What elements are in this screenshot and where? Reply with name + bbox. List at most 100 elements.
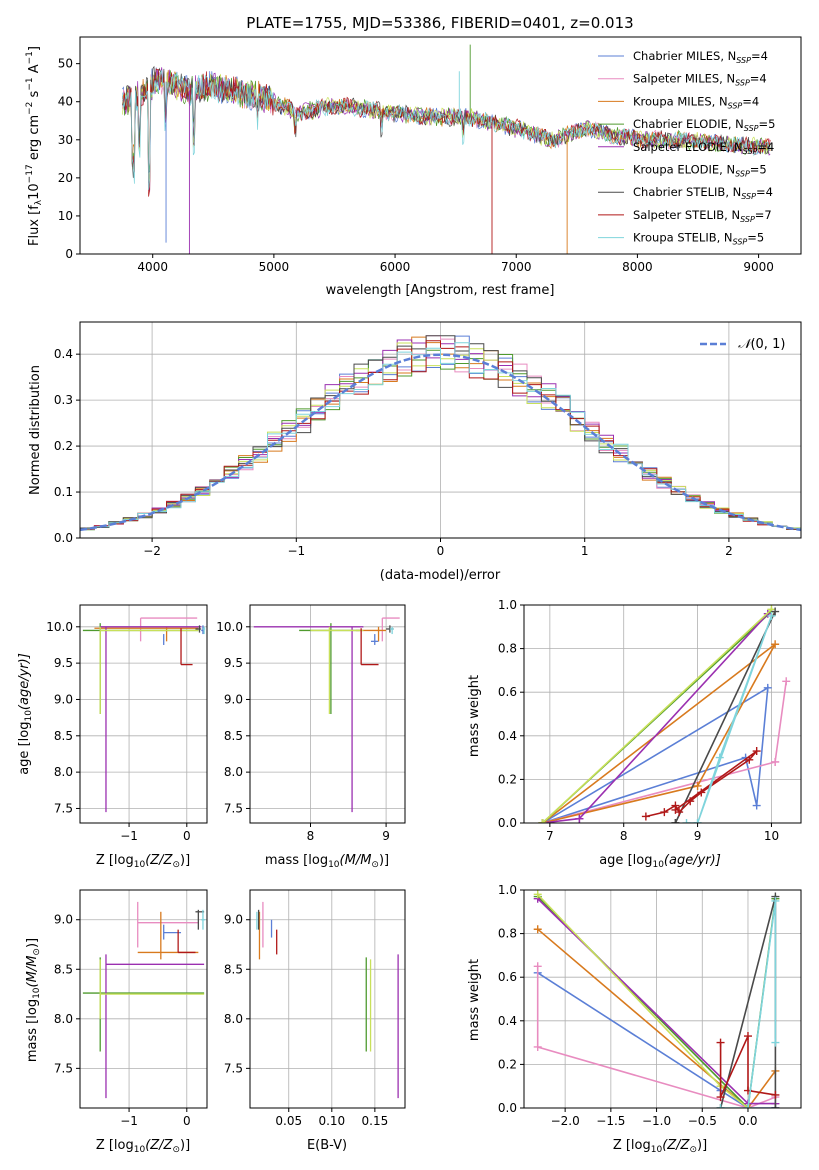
x-tick-label: −1.5: [596, 1114, 625, 1128]
x-tick-label: 0: [183, 1114, 191, 1128]
x-tick-label: 0.10: [318, 1114, 345, 1128]
gridlines: [524, 604, 801, 824]
x-tick-label: −1: [120, 829, 138, 843]
y-tick-label: 9.0: [224, 913, 243, 927]
mass-vs-metallicity-ylabel: mass [log10(M/M⊙)]: [25, 938, 42, 1062]
axes-frame: [249, 604, 406, 824]
y-tick-label: 0.8: [498, 927, 517, 941]
y-tick-label: 20: [58, 171, 73, 185]
y-tick-label: 7.5: [224, 1061, 243, 1075]
axes-frame: [249, 889, 406, 1109]
data-layer: [82, 901, 206, 1099]
y-tick-label: 10: [58, 209, 73, 223]
weight-vs-metallicity-panel: −2.0 −1.5 −1.0 −0.5 0.0 0.0 0.2 0.4 0.6 0.8 1.0 Z …: [467, 883, 802, 1155]
x-tick-label: 9: [382, 829, 390, 843]
data-layer: [256, 901, 399, 1099]
weight-marker: [693, 819, 702, 823]
gaussian-legend-label: 𝒩(0, 1): [738, 337, 785, 352]
x-tick-label: 9: [694, 829, 702, 843]
data-layer: [122, 44, 771, 254]
weight-marker: [641, 812, 650, 821]
y-tick-label: 0.2: [498, 1057, 517, 1071]
spectrum-legend: Chabrier MILES, NSSP=4 Salpeter MILES, NS…: [598, 49, 775, 247]
legend-label: Kroupa STELIB, NSSP=5: [633, 231, 764, 247]
legend-label: Chabrier MILES, NSSP=4: [633, 49, 768, 65]
axes: 4000 5000 6000 7000 8000 9000 0 10 20 30 40 50: [58, 36, 802, 274]
legend-label: Salpeter STELIB, NSSP=7: [633, 208, 772, 224]
weight-marker: [671, 819, 680, 823]
weight-line: [537, 972, 776, 1108]
y-tick-label: 9.0: [224, 692, 243, 706]
axes-frame: [79, 889, 208, 1109]
weight-marker: [682, 819, 691, 823]
data-layer: [80, 335, 801, 532]
weight-marker: [716, 1093, 725, 1102]
weight-marker: [752, 747, 761, 756]
mass-vs-metallicity-plot-area: −1 0 7.5 8.0 8.5 9.0: [54, 889, 208, 1128]
axes-frame: [523, 889, 802, 1109]
x-tick-label: 1: [581, 544, 589, 558]
age-vs-metallicity-ylabel: age [log10(age/yr)]: [17, 653, 34, 775]
y-tick-label: 8.5: [224, 729, 243, 743]
y-tick-label: 1.0: [498, 883, 517, 897]
weight-vs-metallicity-xlabel: Z [log10(Z/Z⊙)]: [613, 1138, 707, 1155]
y-tick-label: 10.0: [216, 620, 243, 634]
legend-label: Chabrier ELODIE, NSSP=5: [633, 117, 775, 133]
mass-vs-extinction-plot-area: 0.05 0.10 0.15 7.5 8.0 8.5 9.0: [224, 889, 406, 1128]
weight-marker: [533, 925, 542, 934]
y-tick-label: 8.5: [54, 962, 73, 976]
x-tick-label: 7: [546, 829, 554, 843]
y-tick-label: 0.1: [54, 485, 73, 499]
x-tick-label: 4000: [137, 260, 168, 274]
y-tick-label: 0.6: [498, 970, 517, 984]
x-tick-label: 2: [725, 544, 733, 558]
y-tick-label: 8.5: [54, 729, 73, 743]
weight-marker: [716, 1104, 725, 1108]
y-tick-label: 9.5: [224, 656, 243, 670]
weight-line: [674, 611, 776, 823]
mass-vs-extinction-xlabel: E(B-V): [307, 1138, 347, 1153]
axes: 7 8 9 10 0.0 0.2 0.4 0.6 0.8 1.0: [498, 598, 802, 843]
age-vs-metallicity-plot-area: −1 0 7.5 8.0 8.5 9.0 9.5 10.0: [46, 604, 208, 843]
x-tick-label: 8: [620, 829, 628, 843]
legend-label: Salpeter ELODIE, NSSP=4: [633, 140, 774, 156]
y-tick-label: 40: [58, 95, 73, 109]
y-tick-label: 1.0: [498, 598, 517, 612]
gridlines: [80, 890, 207, 1108]
weight-marker: [533, 1042, 542, 1051]
legend-label: Chabrier STELIB, NSSP=4: [633, 185, 773, 201]
weight-line: [542, 686, 769, 823]
weight-marker: [771, 640, 780, 649]
weight-marker: [660, 808, 669, 817]
weight-marker: [538, 819, 547, 823]
residuals-ylabel: Normed distribution: [28, 365, 43, 495]
weight-marker: [743, 1104, 752, 1108]
y-tick-label: 9.0: [54, 692, 73, 706]
gridlines: [80, 605, 207, 823]
y-tick-label: 8.0: [54, 765, 73, 779]
y-tick-label: 0.4: [54, 347, 73, 361]
spectrum-xlabel: wavelength [Angstrom, rest frame]: [326, 283, 555, 298]
weight-marker: [763, 683, 772, 692]
weight-line: [542, 643, 776, 823]
weight-vs-age-xlabel: age [log10(age/yr)]: [599, 853, 721, 870]
weight-marker: [671, 805, 680, 814]
y-tick-label: 10.0: [46, 620, 73, 634]
y-tick-label: 8.0: [224, 765, 243, 779]
residual-histogram: [80, 335, 801, 530]
y-tick-label: 8.0: [224, 1012, 243, 1026]
axes: −2.0 −1.5 −1.0 −0.5 0.0 0.0 0.2 0.4 0.6 0.8 1.0: [498, 883, 802, 1128]
age-vs-metallicity-xlabel: Z [log10(Z/Z⊙)]: [96, 853, 190, 870]
y-tick-label: 0.0: [498, 816, 517, 830]
x-tick-label: 5000: [259, 260, 290, 274]
x-tick-label: 9000: [743, 260, 774, 274]
weight-marker: [575, 814, 584, 823]
y-tick-label: 9.0: [54, 913, 73, 927]
y-tick-label: 0.3: [54, 393, 73, 407]
y-tick-label: 8.5: [224, 962, 243, 976]
weight-marker: [771, 607, 780, 616]
axes-frame: [523, 604, 802, 824]
axes-frame: [79, 36, 802, 255]
weight-marker: [745, 755, 754, 764]
weight-marker: [693, 781, 702, 790]
